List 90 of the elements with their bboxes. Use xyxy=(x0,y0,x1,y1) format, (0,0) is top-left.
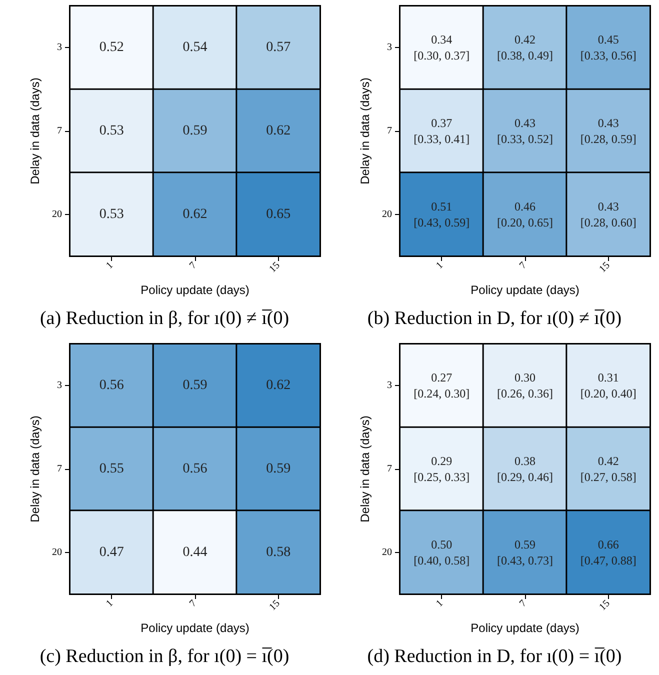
data-label: 0.62 xyxy=(266,378,291,394)
y-tick-label: 7 xyxy=(387,464,392,474)
data-label: 0.42 xyxy=(598,454,619,468)
y-tick-label: 3 xyxy=(57,42,62,54)
annotation: [0.43, 0.73] xyxy=(497,553,553,568)
data-label: 0.59 xyxy=(182,124,208,138)
y-tick-label: 20 xyxy=(382,546,392,558)
annotation: [0.43, 0.59] xyxy=(414,215,470,230)
y-tick-label: 7 xyxy=(387,126,392,136)
text: (a) Reduction in β, for ı(0) ≠ ı̅(0) xyxy=(40,308,290,329)
text: (c) Reduction in β, for ı(0) = ı̅(0) xyxy=(40,646,290,667)
data-label: 0.29 xyxy=(431,454,452,468)
data-label: 0.58 xyxy=(266,544,291,560)
y-tick-label: 20 xyxy=(52,208,62,220)
data-label: 0.30 xyxy=(514,370,536,385)
data-label: 0.43 xyxy=(598,116,619,130)
y-tick-label: 3 xyxy=(387,42,392,54)
data-label: 0.51 xyxy=(431,199,452,214)
annotation: [0.30, 0.37] xyxy=(414,48,470,63)
x-axis-title: Policy update (days) xyxy=(470,621,580,635)
x-tick-label: 7 xyxy=(188,260,199,272)
data-label: 0.50 xyxy=(431,537,452,552)
annotation: [0.20, 0.65] xyxy=(497,215,553,230)
data-label: 0.55 xyxy=(99,462,124,476)
annotation: [0.25, 0.33] xyxy=(414,470,470,484)
x-tick-label: 15 xyxy=(267,260,282,275)
y-tick-label: 7 xyxy=(57,464,62,474)
data-label: 0.65 xyxy=(266,206,291,222)
y-tick-label: 20 xyxy=(382,208,392,220)
data-label: 0.59 xyxy=(182,378,208,394)
annotation: [0.24, 0.30] xyxy=(414,386,470,401)
data-label: 0.56 xyxy=(182,462,208,476)
annotation: [0.33, 0.52] xyxy=(497,132,553,146)
x-axis-title: Policy update (days) xyxy=(140,621,250,635)
x-tick-label: 15 xyxy=(597,260,612,275)
text: (d) Reduction in D, for ı(0) = ı̅(0) xyxy=(367,646,622,667)
data-label: 0.54 xyxy=(182,40,208,56)
data-label: 0.53 xyxy=(99,206,124,222)
data-label: 0.62 xyxy=(182,206,208,222)
y-axis-title: Delay in data (days) xyxy=(28,416,42,522)
annotation: [0.28, 0.59] xyxy=(580,132,636,146)
y-tick-label: 20 xyxy=(52,546,62,558)
data-label: 0.47 xyxy=(99,544,124,560)
data-label: 0.34 xyxy=(431,32,452,47)
annotation: [0.20, 0.40] xyxy=(580,386,636,401)
x-tick-label: 1 xyxy=(434,598,446,610)
y-axis-title: Delay in data (days) xyxy=(358,416,372,522)
annotation: [0.26, 0.36] xyxy=(497,386,553,401)
annotation: [0.38, 0.49] xyxy=(497,48,553,63)
data-label: 0.42 xyxy=(514,32,536,47)
x-tick-label: 1 xyxy=(104,598,116,610)
data-label: 0.53 xyxy=(99,124,124,138)
data-label: 0.62 xyxy=(266,124,291,138)
x-tick-label: 1 xyxy=(104,260,116,272)
data-label: 0.27 xyxy=(431,370,452,385)
data-label: 0.44 xyxy=(182,544,208,560)
x-tick-label: 1 xyxy=(434,260,446,272)
data-label: 0.45 xyxy=(598,32,619,47)
data-label: 0.52 xyxy=(99,40,124,56)
data-label: 0.46 xyxy=(514,199,536,214)
annotation: [0.40, 0.58] xyxy=(414,553,470,568)
y-tick-label: 3 xyxy=(57,380,62,392)
x-tick-label: 7 xyxy=(518,260,529,272)
annotation: [0.28, 0.60] xyxy=(580,215,636,230)
y-tick-label: 3 xyxy=(387,380,392,392)
data-label: 0.57 xyxy=(266,40,291,56)
x-tick-label: 7 xyxy=(188,598,199,610)
x-axis-title: Policy update (days) xyxy=(470,283,580,297)
data-label: 0.59 xyxy=(266,462,291,476)
annotation: [0.47, 0.88] xyxy=(580,553,636,568)
text: (b) Reduction in D, for ı(0) ≠ ı̅(0) xyxy=(367,308,622,329)
x-tick-label: 15 xyxy=(267,598,282,613)
annotation: [0.27, 0.58] xyxy=(580,470,636,484)
data-label: 0.38 xyxy=(514,454,536,468)
data-label: 0.43 xyxy=(598,199,619,214)
data-label: 0.37 xyxy=(431,116,452,130)
y-axis-title: Delay in data (days) xyxy=(28,78,42,184)
data-label: 0.59 xyxy=(514,537,536,552)
data-label: 0.31 xyxy=(598,370,619,385)
data-label: 0.43 xyxy=(514,116,536,130)
x-tick-label: 15 xyxy=(597,598,612,613)
annotation: [0.33, 0.41] xyxy=(414,132,470,146)
annotation: [0.29, 0.46] xyxy=(497,470,553,484)
data-label: 0.56 xyxy=(99,378,124,394)
data-label: 0.66 xyxy=(598,537,619,552)
y-axis-title: Delay in data (days) xyxy=(358,78,372,184)
x-tick-label: 7 xyxy=(518,598,529,610)
y-tick-label: 7 xyxy=(57,126,62,136)
annotation: [0.33, 0.56] xyxy=(580,48,636,63)
x-axis-title: Policy update (days) xyxy=(140,283,250,297)
